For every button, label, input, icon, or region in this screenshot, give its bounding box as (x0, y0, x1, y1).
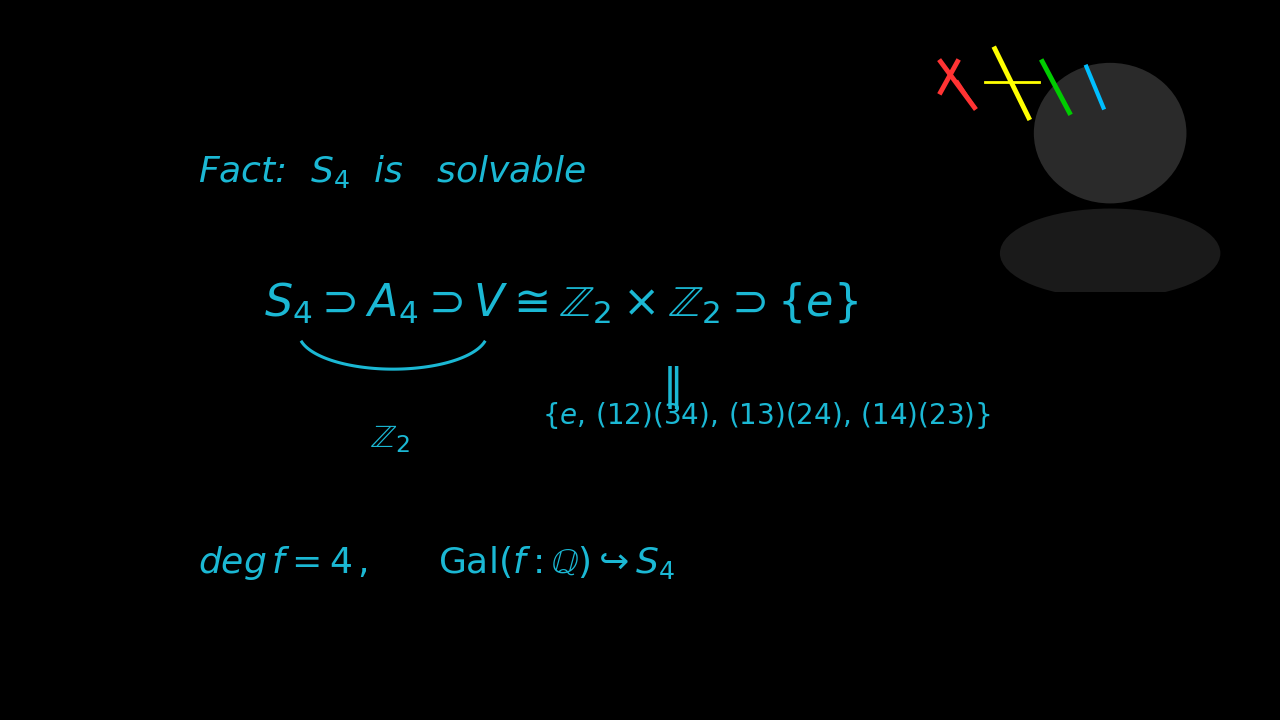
Text: $\mathit{deg}\,f = 4\,,$: $\mathit{deg}\,f = 4\,,$ (197, 544, 367, 582)
Text: $\|$: $\|$ (662, 364, 680, 410)
Text: $\{e,\,(12)(34),\,(13)(24),\,(14)(23)\}$: $\{e,\,(12)(34),\,(13)(24),\,(14)(23)\}$ (541, 400, 991, 431)
Text: $\mathrm{Gal}(f:\mathbb{Q}) \hookrightarrow S_4$: $\mathrm{Gal}(f:\mathbb{Q}) \hookrightar… (438, 544, 675, 581)
Text: Fact:  $S_4$  is   solvable: Fact: $S_4$ is solvable (197, 153, 586, 190)
Text: $S_4 \supset A_4 \supset V \cong \mathbb{Z}_2 \times \mathbb{Z}_2 \supset \{e\}$: $S_4 \supset A_4 \supset V \cong \mathbb… (264, 280, 858, 325)
Ellipse shape (1000, 209, 1220, 298)
Ellipse shape (1034, 63, 1187, 204)
Text: $\mathbb{Z}_2$: $\mathbb{Z}_2$ (370, 422, 410, 455)
